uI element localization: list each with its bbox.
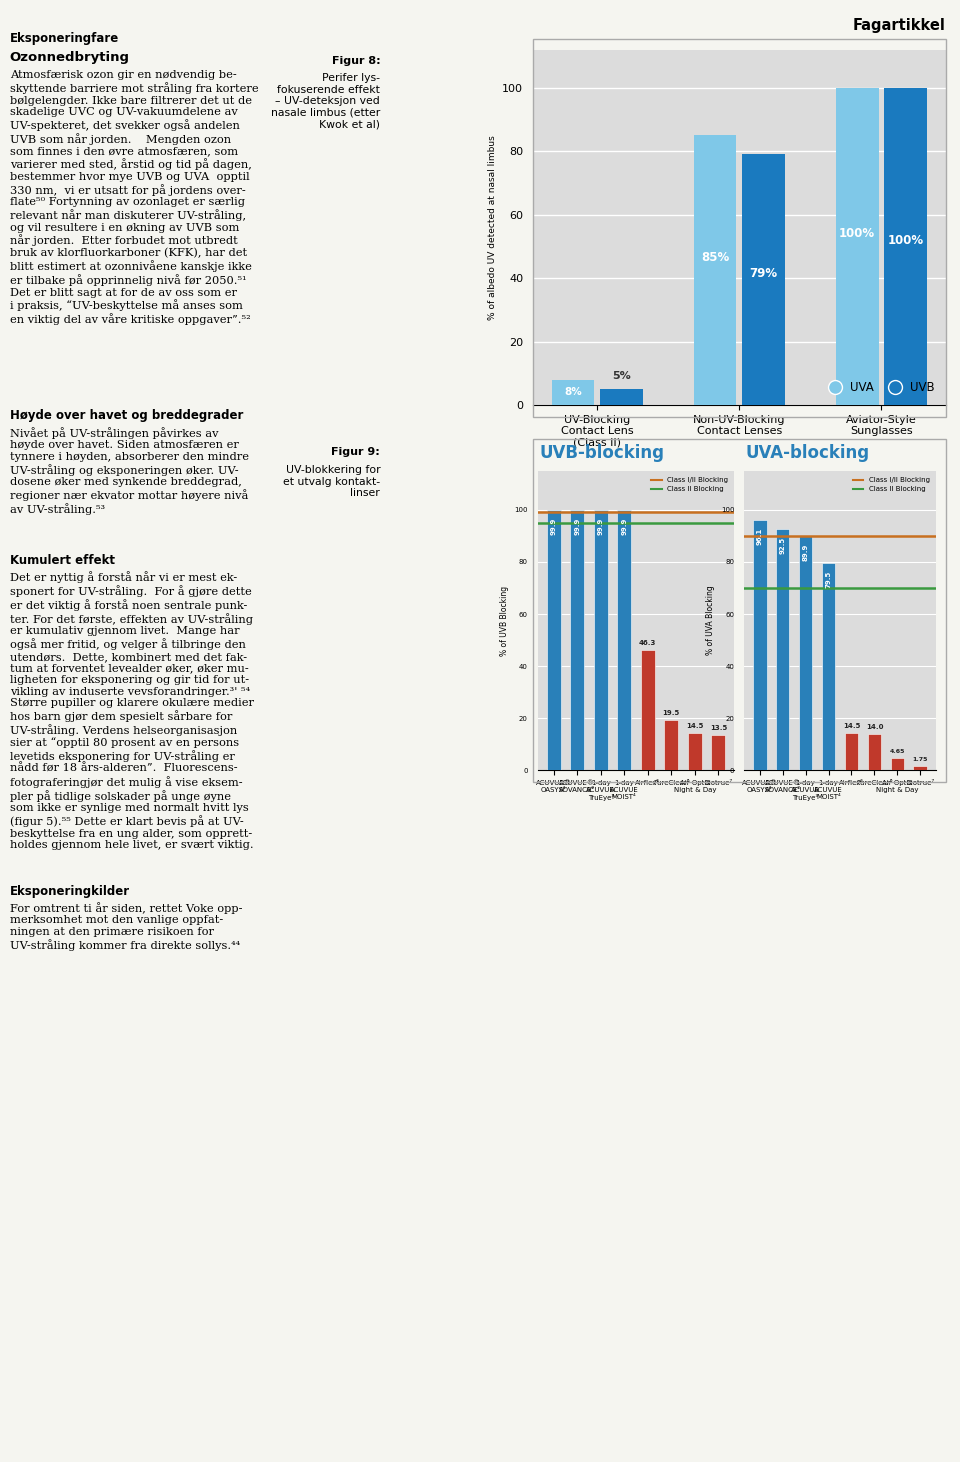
Text: 85%: 85% <box>701 251 730 265</box>
Bar <box>694 136 736 405</box>
Text: 99.9: 99.9 <box>598 518 604 535</box>
Text: Det er nyttig å forstå når vi er mest ek-
sponert for UV-stråling.  For å gjøre : Det er nyttig å forstå når vi er mest ek… <box>10 572 253 851</box>
Text: 89.9: 89.9 <box>803 544 808 561</box>
Text: Ozonnedbryting: Ozonnedbryting <box>10 51 130 64</box>
Y-axis label: % of UVB Blocking: % of UVB Blocking <box>500 586 509 655</box>
Text: 1.75: 1.75 <box>913 757 928 762</box>
Bar <box>570 510 585 770</box>
Text: 79.5: 79.5 <box>826 572 831 588</box>
Bar <box>593 510 608 770</box>
Text: 99.9: 99.9 <box>551 518 557 535</box>
Bar <box>799 537 812 770</box>
Text: Perifer lys-
fokuserende effekt
– UV-deteksjon ved
nasale limbus (etter
Kwok et : Perifer lys- fokuserende effekt – UV-det… <box>271 73 380 130</box>
Text: 14.5: 14.5 <box>843 722 860 728</box>
Bar <box>822 563 835 770</box>
Text: 79%: 79% <box>750 268 778 279</box>
Text: Nivået på UV-strålingen påvirkes av
høyde over havet. Siden atmosfæren er
tynner: Nivået på UV-strålingen påvirkes av høyd… <box>10 427 249 515</box>
Text: 96.1: 96.1 <box>756 528 762 545</box>
Bar <box>664 719 679 770</box>
Text: Fagartikkel: Fagartikkel <box>852 18 946 32</box>
Bar <box>711 735 726 770</box>
Text: UV-blokkering for
et utvalg kontakt-
linser: UV-blokkering for et utvalg kontakt- lin… <box>283 465 380 499</box>
Bar <box>617 510 632 770</box>
Text: 4.65: 4.65 <box>890 750 905 754</box>
Legend: Class I/II Blocking, Class II Blocking: Class I/II Blocking, Class II Blocking <box>648 474 731 496</box>
Text: 19.5: 19.5 <box>662 709 680 716</box>
Text: For omtrent ti år siden, rettet Voke opp-
merksomhet mot den vanlige oppfat-
nin: For omtrent ti år siden, rettet Voke opp… <box>10 902 242 950</box>
Bar <box>552 380 594 405</box>
Bar <box>845 732 858 770</box>
Text: 99.9: 99.9 <box>574 518 580 535</box>
Text: Eksponeringkilder: Eksponeringkilder <box>10 885 130 898</box>
Y-axis label: % of UVA Blocking: % of UVA Blocking <box>707 586 715 655</box>
Bar <box>742 155 784 405</box>
Legend: Class I/II Blocking, Class II Blocking: Class I/II Blocking, Class II Blocking <box>850 474 932 496</box>
Bar <box>600 389 642 405</box>
Text: 92.5: 92.5 <box>780 537 785 554</box>
Text: 100%: 100% <box>839 227 876 240</box>
Bar <box>546 510 561 770</box>
Text: Kumulert effekt: Kumulert effekt <box>10 554 114 567</box>
Y-axis label: % of albedo UV detected at nasal limbus: % of albedo UV detected at nasal limbus <box>488 135 496 320</box>
Text: Figur 9:: Figur 9: <box>331 447 380 458</box>
Text: 46.3: 46.3 <box>639 640 657 646</box>
Bar <box>836 88 878 405</box>
Text: Atmosfærisk ozon gir en nødvendig be-
skyttende barriere mot stråling fra korter: Atmosfærisk ozon gir en nødvendig be- sk… <box>10 70 258 325</box>
Text: Eksponeringfare: Eksponeringfare <box>10 32 119 45</box>
Text: 14.0: 14.0 <box>866 724 883 730</box>
Text: 5%: 5% <box>612 371 631 382</box>
Text: Høyde over havet og breddegrader: Høyde over havet og breddegrader <box>10 409 243 423</box>
Bar <box>884 88 926 405</box>
Text: 100%: 100% <box>887 234 924 247</box>
Bar <box>891 759 904 770</box>
Bar <box>868 734 881 770</box>
Bar <box>753 520 766 770</box>
Bar <box>776 529 789 770</box>
Text: UVB-blocking: UVB-blocking <box>540 444 664 462</box>
Text: 99.9: 99.9 <box>621 518 627 535</box>
Bar <box>640 649 655 770</box>
Text: 14.5: 14.5 <box>686 722 704 728</box>
Text: UVA-blocking: UVA-blocking <box>746 444 870 462</box>
Bar <box>914 766 927 770</box>
Bar <box>687 732 702 770</box>
Text: Figur 8:: Figur 8: <box>331 56 380 66</box>
Text: 8%: 8% <box>564 387 582 398</box>
Text: 13.5: 13.5 <box>709 725 727 731</box>
Legend: UVA, UVB: UVA, UVB <box>818 377 940 399</box>
